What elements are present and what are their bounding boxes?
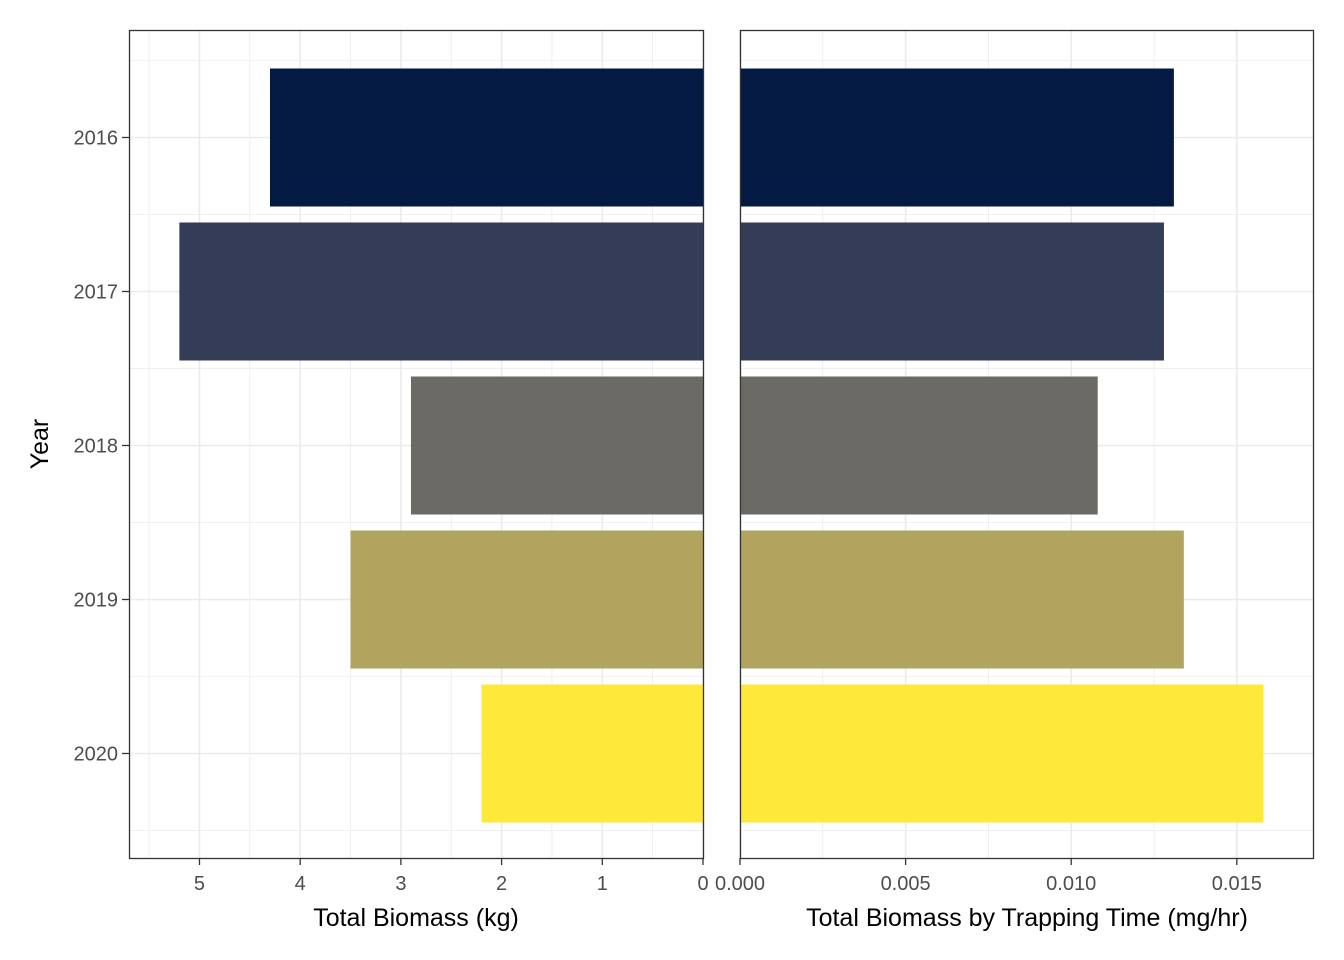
right-bar-2016 [740, 68, 1174, 207]
y-axis: 2016 2017 2018 2019 2020 [74, 128, 129, 766]
right-bar-2020 [740, 684, 1264, 823]
left-x-tick-label: 3 [395, 873, 406, 895]
right-x-tick-label: 0.010 [1046, 873, 1096, 895]
left-bar-2016 [269, 68, 703, 207]
left-bar-2017 [179, 222, 703, 361]
left-x-tick-label: 0 [697, 873, 708, 895]
y-tick-label: 2020 [74, 744, 119, 766]
right-bar-2017 [740, 222, 1164, 361]
right-x-tick-label: 0.005 [881, 873, 931, 895]
right-panel-border [739, 29, 1315, 860]
left-x-tick-label: 5 [194, 873, 205, 895]
y-tick-label: 2016 [74, 128, 119, 150]
right-x-tick-label: 0.015 [1212, 873, 1262, 895]
left-panel-bars [179, 68, 703, 823]
right-x-axis-title: Total Biomass by Trapping Time (mg/hr) [806, 904, 1248, 932]
right-x-tick-label: 0.000 [715, 873, 765, 895]
y-tick-label: 2019 [74, 590, 119, 612]
y-axis-title: Year [26, 419, 54, 470]
left-x-tick-label: 4 [295, 873, 306, 895]
right-bar-2018 [740, 376, 1098, 515]
left-bar-2018 [410, 376, 703, 515]
left-bar-2020 [481, 684, 703, 823]
right-x-axis: 0.000 0.005 0.010 0.015 [715, 858, 1262, 895]
left-panel-border [128, 29, 705, 860]
left-x-tick-label: 2 [496, 873, 507, 895]
left-x-axis-title: Total Biomass (kg) [313, 904, 519, 932]
right-panel-bars [740, 68, 1264, 823]
y-tick-label: 2017 [74, 282, 119, 304]
left-x-tick-label: 1 [597, 873, 608, 895]
left-bar-2019 [350, 530, 703, 669]
y-tick-label: 2018 [74, 436, 119, 458]
left-x-axis: 5 4 3 2 1 0 [194, 858, 709, 895]
right-bar-2019 [740, 530, 1184, 669]
